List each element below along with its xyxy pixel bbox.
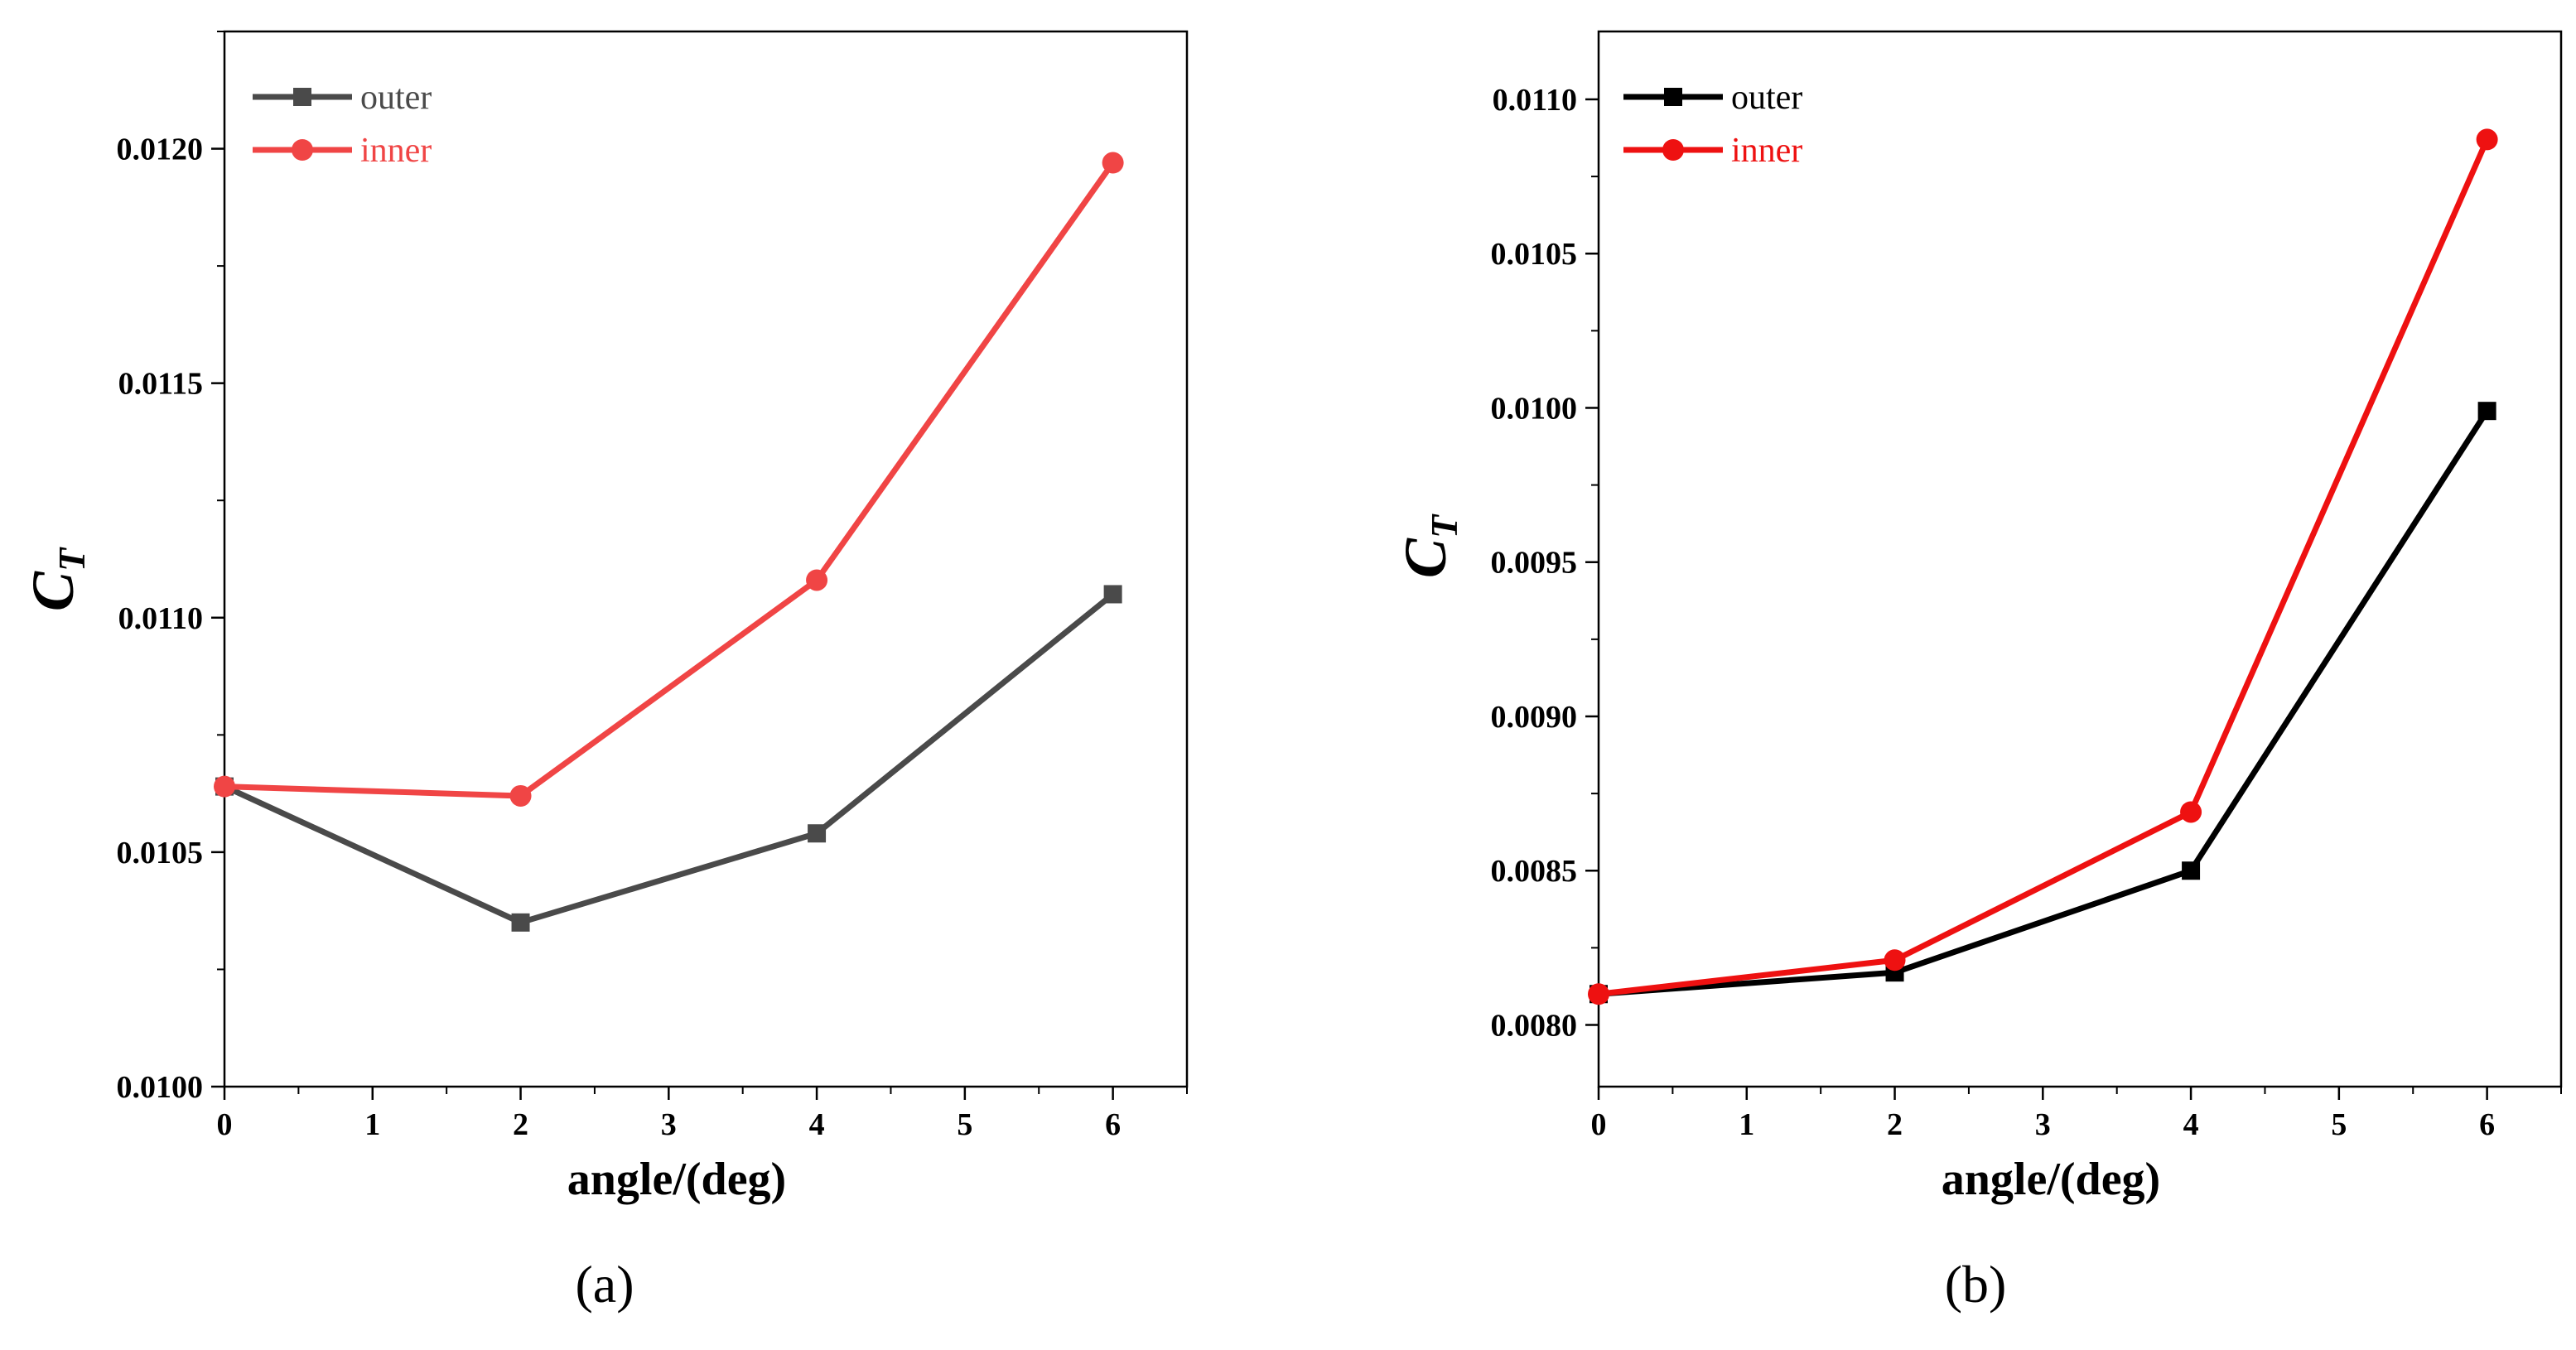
legend-label-inner: inner	[1731, 132, 1802, 170]
chart-panel-b: 0 1 2 3 4 5 6 0.0080 0.0085 0.0090 0.0095 0.0100 0.0…	[1392, 30, 2563, 1314]
x-tick-label: 1	[364, 1107, 380, 1142]
x-tick-label: 6	[2479, 1107, 2495, 1142]
legend-marker-outer	[1664, 88, 1682, 106]
legend-marker-inner	[1662, 139, 1684, 161]
x-tick-label: 2	[513, 1107, 528, 1142]
legend-label-outer: outer	[360, 79, 432, 117]
legend-marker-outer	[293, 88, 311, 106]
data-point-inner	[1102, 152, 1124, 174]
series-line-outer	[223, 591, 1115, 926]
y-tick-label: 0.0085	[1491, 854, 1578, 889]
data-point-inner	[2180, 801, 2202, 823]
x-tick-label: 3	[661, 1107, 677, 1142]
y-tick-label: 0.0100	[117, 1070, 204, 1105]
data-point-outer	[808, 824, 827, 843]
data-point-inner	[1884, 949, 1906, 972]
series-line-inner	[1598, 137, 2490, 997]
y-tick-label: 0.0115	[118, 367, 203, 402]
x-tick-label: 5	[2331, 1107, 2347, 1142]
x-tick-label: 5	[957, 1107, 972, 1142]
data-point-inner	[2476, 128, 2498, 151]
x-axis-title: angle/(deg)	[567, 1154, 786, 1205]
chart-panel-a: 0 1 2 3 4 5 6 0.0100 0.0105 0.0110 0.0115 0.0120 ang…	[20, 30, 1189, 1314]
data-point-outer	[511, 913, 530, 932]
y-axis-title: CT	[20, 547, 93, 611]
x-tick-label: 4	[2183, 1107, 2199, 1142]
x-axis-title: angle/(deg)	[1942, 1154, 2160, 1205]
series-line-outer	[1598, 409, 2490, 997]
data-point-outer	[1103, 585, 1122, 604]
legend-label-inner: inner	[360, 132, 432, 170]
y-tick-label: 0.0105	[117, 836, 204, 870]
data-point-inner	[214, 775, 235, 798]
plot-frame	[223, 30, 1189, 1088]
panel-label-b: (b)	[1945, 1255, 2007, 1314]
y-tick-label: 0.0110	[118, 601, 203, 636]
data-point-outer	[2477, 402, 2496, 421]
x-tick-label: 0	[1591, 1107, 1607, 1142]
legend-label-outer: outer	[1731, 79, 1802, 117]
y-tick-label: 0.0080	[1491, 1008, 1578, 1043]
x-tick-label: 2	[1887, 1107, 1903, 1142]
y-tick-label: 0.0120	[117, 133, 204, 167]
data-point-outer	[2182, 861, 2201, 880]
x-tick-label: 6	[1105, 1107, 1121, 1142]
legend-marker-inner	[292, 139, 313, 161]
y-tick-label: 0.0100	[1491, 391, 1578, 426]
series-line-inner	[224, 161, 1116, 799]
data-point-inner	[1588, 983, 1609, 1005]
x-tick-label: 4	[809, 1107, 825, 1142]
y-tick-label: 0.0110	[1493, 83, 1577, 118]
data-point-inner	[806, 569, 828, 591]
panel-label-a: (a)	[575, 1255, 634, 1314]
x-tick-label: 3	[2035, 1107, 2051, 1142]
x-tick-label: 0	[217, 1107, 233, 1142]
y-tick-label: 0.0095	[1491, 546, 1578, 581]
plot-frame	[1597, 30, 2563, 1088]
x-tick-label: 1	[1739, 1107, 1754, 1142]
data-point-inner	[509, 784, 532, 807]
y-tick-label: 0.0090	[1491, 700, 1578, 735]
y-axis-title: CT	[1392, 513, 1465, 578]
y-tick-label: 0.0105	[1491, 237, 1578, 272]
